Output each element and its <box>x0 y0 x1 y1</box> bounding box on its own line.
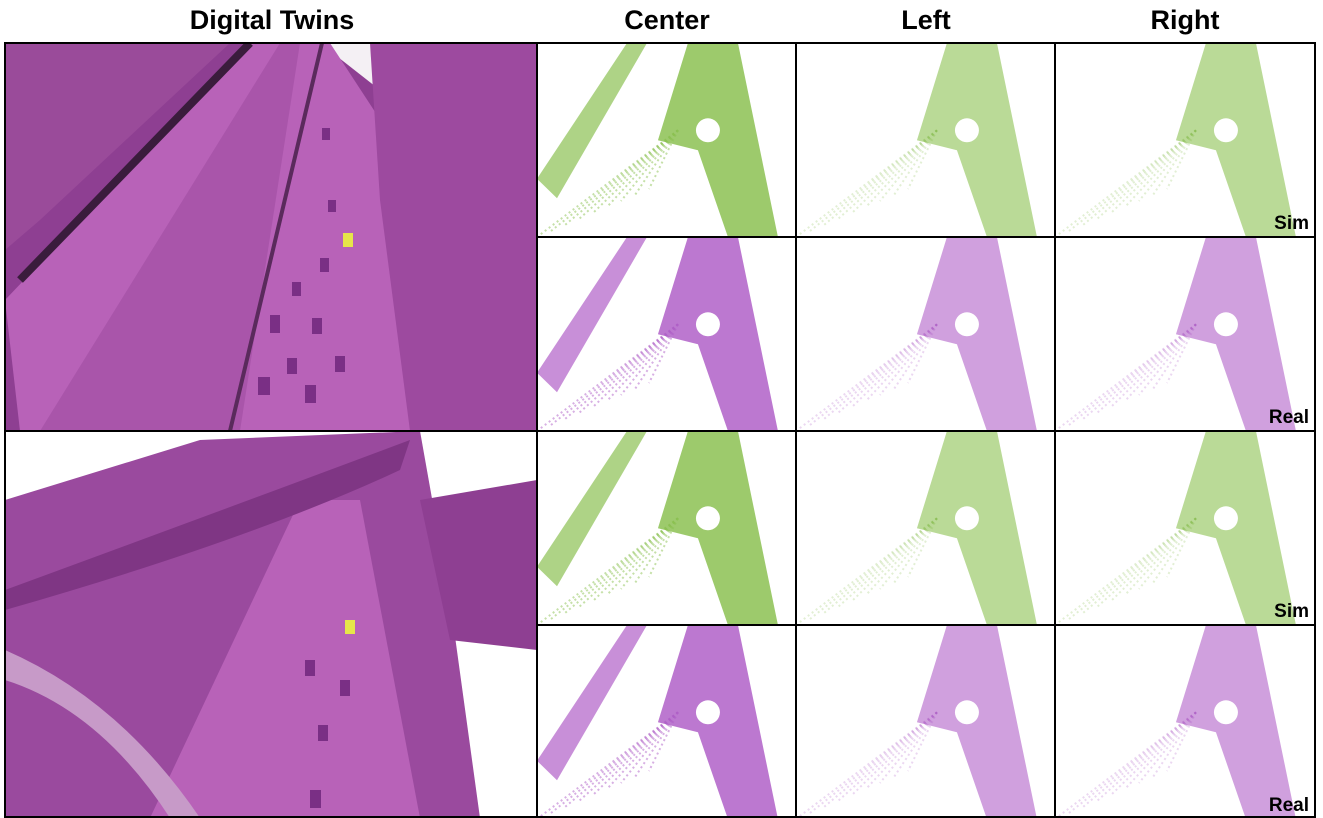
column-header: Center <box>624 5 710 35</box>
column-header: Right <box>1151 5 1220 35</box>
scan-hole <box>955 312 979 336</box>
lidar-scan <box>796 431 1055 625</box>
scan-hole <box>955 700 979 724</box>
scan-hole <box>696 506 720 530</box>
scan-hole <box>696 118 720 142</box>
lidar-scan <box>796 237 1055 431</box>
lidar-scan <box>796 43 1055 237</box>
row-label: Sim <box>1274 601 1309 622</box>
lidar-scan <box>1055 43 1314 237</box>
row-label: Sim <box>1274 213 1309 234</box>
scan-hole <box>955 506 979 530</box>
lidar-scan <box>537 625 796 818</box>
row-label: Real <box>1269 795 1309 816</box>
column-header: Digital Twins <box>190 5 355 35</box>
lidar-scan <box>1055 431 1314 625</box>
lidar-scan <box>1055 237 1314 431</box>
lidar-scan <box>796 625 1055 818</box>
scan-hole <box>1214 312 1238 336</box>
scan-hole <box>1214 118 1238 142</box>
scan-hole <box>1214 506 1238 530</box>
figure: Digital Twins Center Left Right <box>0 0 1323 818</box>
scan-hole <box>696 700 720 724</box>
lidar-scan <box>1055 625 1314 818</box>
page: Digital Twins Center Left Right <box>0 0 1323 818</box>
digital-twin-image <box>5 43 537 431</box>
scan-hole <box>696 312 720 336</box>
lidar-scan <box>537 237 796 431</box>
scan-hole <box>955 118 979 142</box>
lidar-scan <box>537 431 796 625</box>
column-header: Left <box>901 5 951 35</box>
row-label: Real <box>1269 407 1309 428</box>
scan-hole <box>1214 700 1238 724</box>
lidar-scan <box>537 43 796 237</box>
digital-twin-image <box>5 431 537 818</box>
